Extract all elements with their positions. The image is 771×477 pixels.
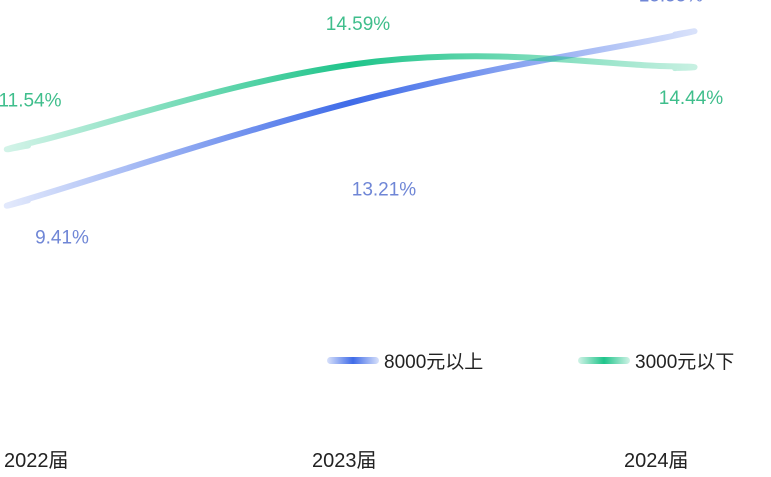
series-0-point-2 xyxy=(663,36,667,40)
series-1-point-1 xyxy=(368,60,372,64)
data-label-s1-1: 14.59% xyxy=(326,14,391,35)
data-label-s1-2: 14.44% xyxy=(659,88,724,109)
x-tick-label-1: 2023届 xyxy=(312,450,377,472)
legend-swatch-1 xyxy=(578,357,630,364)
series-line-1 xyxy=(4,53,698,153)
legend-item-0: 8000元以上 xyxy=(327,351,483,373)
series-line-0 xyxy=(4,28,698,209)
data-label-s0-0: 9.41% xyxy=(35,227,89,248)
legend-label-0: 8000元以上 xyxy=(384,351,483,373)
legend-label-1: 3000元以下 xyxy=(635,352,734,373)
data-label-s0-1: 13.21% xyxy=(352,180,417,201)
x-tick-label-0: 2022届 xyxy=(4,450,69,472)
x-tick-label-2: 2024届 xyxy=(624,450,689,472)
data-label-s0-2: 15.55% xyxy=(639,0,704,7)
series-1-point-0 xyxy=(38,139,42,143)
data-label-s1-0: 11.54% xyxy=(0,91,62,112)
series-0-point-1 xyxy=(368,96,372,100)
legend-swatch-0 xyxy=(327,357,379,364)
series-0-point-0 xyxy=(38,193,42,197)
legend-item-1: 3000元以下 xyxy=(578,352,734,373)
series-1-point-2 xyxy=(663,64,667,68)
